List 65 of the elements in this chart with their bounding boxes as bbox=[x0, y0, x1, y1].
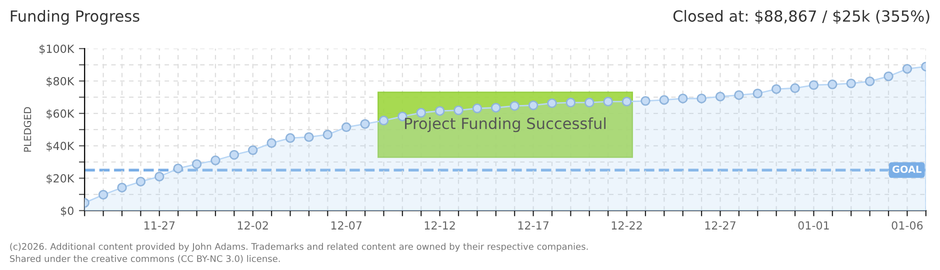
point bbox=[864, 76, 875, 86]
point bbox=[884, 71, 894, 82]
point bbox=[659, 95, 670, 105]
point bbox=[678, 94, 688, 104]
point bbox=[584, 98, 594, 108]
ref-line-label: GOAL bbox=[892, 166, 922, 173]
x-tick-label: 12-17 bbox=[518, 221, 548, 230]
point bbox=[734, 90, 744, 100]
x-tick-label: 12-12 bbox=[424, 221, 455, 230]
point bbox=[434, 106, 445, 116]
point bbox=[603, 96, 613, 106]
x-tick-label: 01-06 bbox=[892, 221, 923, 230]
point bbox=[378, 116, 389, 126]
point bbox=[322, 130, 333, 140]
x-tick-label: 12-27 bbox=[705, 221, 736, 230]
point bbox=[771, 84, 782, 94]
point bbox=[808, 80, 819, 90]
point bbox=[472, 104, 482, 114]
point bbox=[285, 133, 296, 143]
point bbox=[136, 176, 146, 186]
point bbox=[360, 119, 370, 129]
point bbox=[696, 94, 706, 104]
point bbox=[248, 145, 258, 156]
point bbox=[454, 105, 464, 116]
point bbox=[154, 172, 164, 182]
text: Shared under the creative commons (CC BY-NC 3.0) license. bbox=[10, 255, 280, 264]
x-tick-label: 12-02 bbox=[238, 221, 268, 230]
point bbox=[846, 78, 856, 88]
y-tick-label: $80K bbox=[46, 76, 74, 87]
y-axis-title: PLEDGED bbox=[24, 107, 32, 152]
x-tick-label: 11-27 bbox=[144, 221, 175, 230]
point bbox=[510, 101, 520, 111]
point bbox=[98, 190, 108, 200]
y-tick-label: $0 bbox=[60, 206, 74, 216]
point bbox=[304, 132, 314, 142]
point bbox=[622, 96, 632, 106]
text: (c)2026. Additional content provided by John Adams. Trademarks and related content are owned by their respective companies. bbox=[10, 242, 588, 252]
point bbox=[566, 98, 576, 108]
point bbox=[528, 100, 538, 110]
chart-title: Funding Progress bbox=[10, 10, 140, 25]
point bbox=[210, 156, 220, 166]
point bbox=[752, 88, 762, 98]
point bbox=[790, 83, 800, 93]
point bbox=[229, 150, 240, 160]
point bbox=[547, 98, 557, 108]
y-tick-label: $40K bbox=[46, 142, 74, 152]
point bbox=[902, 64, 912, 74]
point bbox=[173, 164, 183, 174]
annotation: Project Funding Successful bbox=[405, 117, 606, 132]
point bbox=[416, 108, 426, 118]
point bbox=[341, 122, 352, 132]
y-tick-label: $100K bbox=[40, 44, 74, 54]
point bbox=[117, 182, 127, 192]
point bbox=[715, 92, 726, 102]
x-tick-label: 12-07 bbox=[331, 221, 362, 230]
x-tick-label: 01-01 bbox=[798, 221, 829, 230]
text: Closed at: $88,867 / $25k (355%) bbox=[673, 10, 930, 24]
y-tick-label: $20K bbox=[46, 174, 74, 184]
point bbox=[640, 96, 650, 106]
y-tick-label: $60K bbox=[46, 109, 74, 120]
point bbox=[491, 102, 501, 113]
point bbox=[828, 80, 838, 90]
point bbox=[266, 138, 276, 148]
point bbox=[192, 159, 202, 169]
x-tick-label: 12-22 bbox=[612, 221, 642, 230]
